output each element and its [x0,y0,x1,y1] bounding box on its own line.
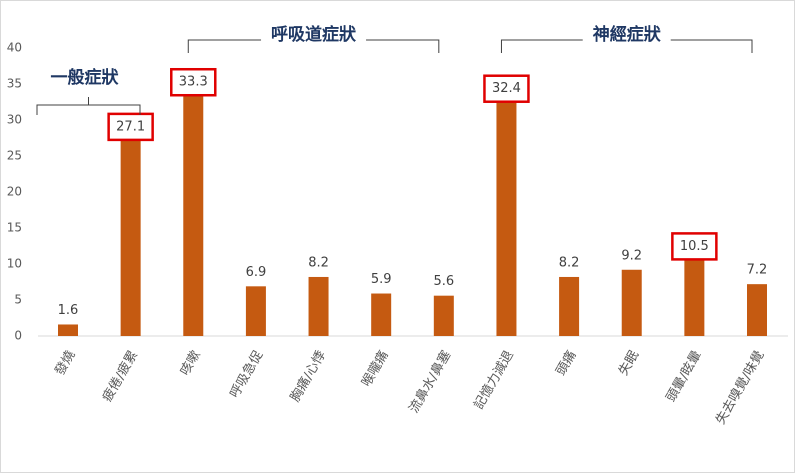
bar [58,324,78,336]
bar [371,293,392,336]
value-label: 8.2 [559,255,580,270]
y-tick-label: 20 [7,185,22,199]
bracket [500,39,753,53]
bar [120,140,141,336]
bar [496,102,517,336]
value-label: 8.2 [308,255,329,270]
value-label: 33.3 [179,75,208,90]
bracket [187,39,440,53]
annotation: 神經症狀 [593,24,662,45]
value-label: 10.5 [680,239,709,254]
value-label: 5.9 [371,272,392,287]
bar [183,96,204,337]
value-label: 32.4 [492,81,521,96]
y-tick-label: 30 [7,113,22,127]
y-tick-label: 40 [7,41,22,55]
bar [684,260,705,336]
value-label: 7.2 [747,263,768,278]
bar [621,269,642,336]
y-tick-label: 15 [7,221,22,235]
bar [747,284,767,336]
annotation: 呼吸道症狀 [271,24,357,45]
value-label: 5.6 [433,274,454,289]
highlight-box [170,67,217,97]
bracket [36,97,141,115]
value-label: 1.6 [58,303,79,318]
y-tick-label: 5 [14,293,22,307]
bar [433,295,454,336]
highlight-box [483,74,530,103]
y-tick-label: 25 [7,149,22,163]
y-tick-label: 10 [7,257,22,271]
highlight-box [107,112,154,142]
annotation: 一般症狀 [51,67,120,88]
bar [245,286,266,336]
highlight-box [671,232,718,261]
value-label: 6.9 [246,265,267,280]
y-tick-label: 0 [14,329,22,343]
value-label: 9.2 [621,248,642,263]
bar [559,276,580,336]
value-label: 27.1 [116,119,145,134]
bar [308,276,329,336]
y-tick-label: 35 [7,77,22,91]
